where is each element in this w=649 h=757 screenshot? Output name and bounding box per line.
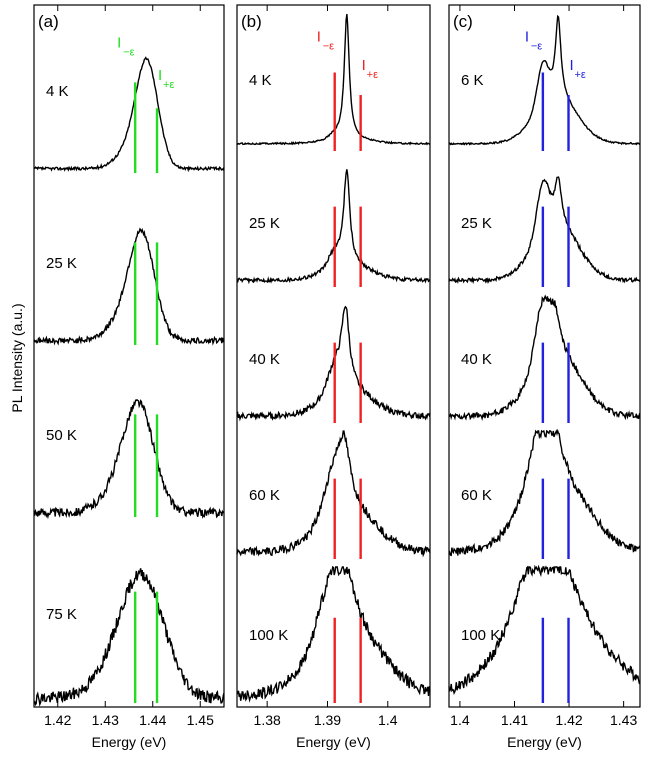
panel-b: (b) 1.38 1.39 1.4 Energy (eV) 4 K 25 K 40 K 60 K… — [236, 4, 431, 750]
spectrum-line — [448, 14, 641, 146]
panel-label: (b) — [241, 12, 262, 31]
spectrum-line — [448, 176, 641, 285]
temperature-label: 4 K — [249, 72, 272, 89]
panel-label: (a) — [38, 12, 59, 31]
energy-marker-label: I — [362, 57, 366, 74]
panel-a: (a) 1.42 1.43 1.44 1.45 Energy (eV) 4 K 25 K 50 … — [33, 4, 225, 750]
x-tick-label: 1.39 — [314, 712, 341, 728]
temperature-label: 40 K — [461, 351, 492, 368]
x-tick-label: 1.42 — [44, 712, 71, 728]
temperature-label: 25 K — [46, 255, 77, 272]
temperature-label: 100 K — [249, 627, 288, 644]
x-tick-label: 1.41 — [501, 712, 528, 728]
x-tick-label: 1.4 — [378, 712, 398, 728]
energy-marker-label: I — [158, 67, 162, 84]
temperature-label: 75 K — [46, 606, 77, 623]
energy-marker-label: I — [525, 29, 529, 46]
x-tick-label: 1.44 — [139, 712, 166, 728]
spectrum-line — [236, 430, 431, 558]
temperature-label: 25 K — [249, 215, 280, 232]
spectrum-line — [236, 565, 431, 703]
energy-marker-subscript: +ε — [575, 69, 586, 81]
x-tick-label: 1.45 — [187, 712, 214, 728]
spectrum-line — [448, 294, 641, 421]
temperature-label: 4 K — [46, 83, 69, 100]
energy-marker-subscript: −ε — [531, 41, 542, 53]
energy-marker-subscript: +ε — [163, 79, 174, 91]
x-tick-label: 1.4 — [450, 712, 470, 728]
plot-frame — [448, 4, 641, 708]
x-axis-label: Energy (eV) — [296, 734, 371, 750]
energy-marker-label: I — [570, 57, 574, 74]
temperature-label: 40 K — [249, 351, 280, 368]
plot-frame — [236, 4, 431, 708]
spectrum-line — [33, 398, 225, 520]
energy-marker-label: I — [117, 34, 121, 51]
spectrum-line — [236, 305, 431, 422]
x-tick-label: 1.42 — [555, 712, 582, 728]
panel-label: (c) — [453, 12, 473, 31]
spectrum-line — [33, 56, 225, 173]
spectrum-line — [33, 227, 225, 346]
plot-frame — [33, 4, 225, 708]
panel-c: (c) 1.4 1.41 1.42 1.43 Energy (eV) 6 K 25 K 40 K… — [448, 4, 641, 750]
energy-marker-label: I — [317, 29, 321, 46]
temperature-label: 60 K — [249, 487, 280, 504]
spectrum-line — [34, 568, 225, 707]
spectrum-line — [236, 169, 431, 285]
x-axis-label: Energy (eV) — [507, 734, 582, 750]
temperature-label: 100 K — [461, 627, 500, 644]
temperature-label: 6 K — [461, 72, 484, 89]
y-axis-label: PL Intensity (a.u.) — [9, 303, 25, 412]
temperature-label: 50 K — [46, 427, 77, 444]
spectrum-line — [448, 564, 641, 695]
x-tick-label: 1.43 — [610, 712, 637, 728]
temperature-label: 25 K — [461, 215, 492, 232]
energy-marker-subscript: +ε — [367, 69, 378, 81]
spectrum-line — [448, 428, 641, 557]
x-axis-label: Energy (eV) — [92, 734, 167, 750]
temperature-label: 60 K — [461, 487, 492, 504]
energy-marker-subscript: −ε — [323, 41, 334, 53]
x-tick-label: 1.43 — [92, 712, 119, 728]
x-tick-label: 1.38 — [254, 712, 281, 728]
spectrum-line — [236, 14, 431, 146]
energy-marker-subscript: −ε — [123, 46, 134, 58]
